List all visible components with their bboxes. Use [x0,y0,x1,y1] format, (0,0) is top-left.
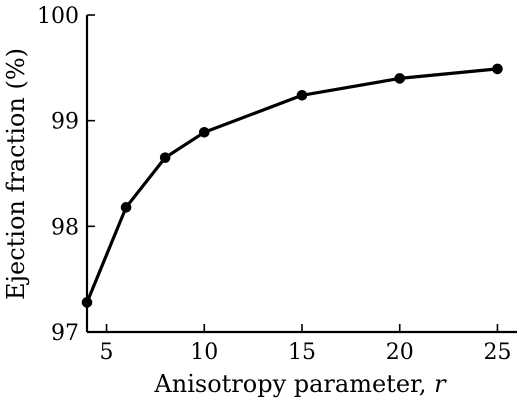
series-line [85,67,498,304]
y-tick-label: 100 [37,4,79,29]
data-point [492,63,503,75]
data-point [81,297,93,308]
x-axis-title: Anisotropy parameter, r [153,370,447,398]
x-tick-label: 15 [288,340,316,365]
ticks: 5 10 15 20 25 97 98 99 100 [37,4,511,365]
x-tick-label: 20 [386,340,414,365]
data-point [159,152,171,163]
data-point [296,90,308,101]
x-tick-label: 5 [100,340,114,365]
y-axis-title: Ejection fraction (%) [2,48,30,300]
data-point [394,73,406,84]
x-tick-label: 10 [190,340,218,365]
x-tick-label: 25 [483,340,511,365]
data-point [120,202,132,213]
series-group [81,63,503,308]
data-point [198,126,210,138]
y-tick-label: 99 [51,110,79,135]
y-tick-label: 97 [51,321,79,346]
y-tick-label: 98 [51,215,79,240]
